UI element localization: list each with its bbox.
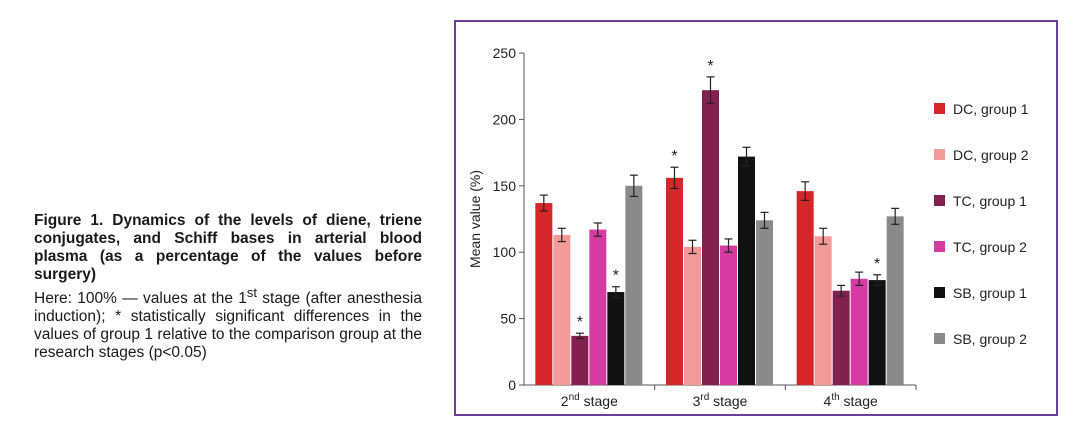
bar-chart: 0 50 100 150 200 250 Mean value (%) * * 2nd stage… (467, 45, 1029, 409)
bar (702, 90, 719, 386)
x-category-label: 2nd stage (561, 392, 618, 409)
bar (571, 335, 589, 385)
legend-swatch (934, 241, 945, 252)
legend-label: SB, group 2 (953, 331, 1027, 347)
bar (832, 290, 850, 385)
bar (666, 177, 683, 385)
figure-caption: Figure 1. Dynamics of the levels of dien… (34, 212, 422, 362)
figure-title: Figure 1. Dynamics of the levels of dien… (34, 212, 422, 283)
legend-swatch (934, 103, 945, 114)
y-tick-label: 0 (508, 377, 516, 393)
bar (814, 236, 832, 385)
significance-asterisk: * (613, 268, 619, 285)
y-tick-label: 50 (500, 311, 516, 327)
bar (553, 234, 571, 385)
category-word: stage (709, 393, 747, 409)
category-number: 2 (561, 393, 569, 409)
category-superscript: rd (700, 392, 709, 403)
legend-label: TC, group 1 (953, 193, 1027, 209)
y-tick-label: 200 (493, 111, 517, 127)
bar (796, 191, 814, 385)
bar (886, 216, 904, 385)
figure-note: Here: 100% — values at the 1st stage (af… (34, 284, 422, 362)
category-word: stage (580, 393, 618, 409)
y-tick-label: 100 (493, 244, 517, 260)
x-category-label: 4th stage (824, 392, 878, 409)
legend-swatch (934, 333, 945, 344)
category-number: 4 (824, 393, 832, 409)
bar (868, 280, 886, 385)
legend-label: TC, group 2 (953, 239, 1027, 255)
note-rest: stage (after anesthesia induction); * st… (34, 290, 422, 362)
note-superscript: st (246, 285, 257, 300)
significance-asterisk: * (577, 314, 583, 331)
category-superscript: nd (569, 392, 580, 403)
legend-label: DC, group 2 (953, 147, 1029, 163)
x-category-label: 3rd stage (693, 392, 748, 409)
legend-swatch (934, 287, 945, 298)
significance-asterisk: * (874, 256, 880, 273)
y-axis-title: Mean value (%) (467, 170, 483, 268)
bar (589, 229, 607, 385)
legend-label: DC, group 1 (953, 101, 1029, 117)
category-number: 3 (693, 393, 701, 409)
significance-asterisk: * (707, 58, 713, 75)
bar (720, 245, 737, 385)
significance-asterisk: * (671, 148, 677, 165)
legend-swatch (934, 149, 945, 160)
bar (607, 292, 625, 385)
bar (625, 185, 643, 385)
bar (850, 278, 868, 385)
legend-swatch (934, 195, 945, 206)
bar (535, 203, 553, 385)
bar (756, 220, 773, 385)
y-tick-label: 150 (493, 178, 517, 194)
category-superscript: th (831, 392, 839, 403)
bar (684, 246, 701, 385)
bar (738, 156, 755, 385)
chart-frame: 0 50 100 150 200 250 Mean value (%) * * 2nd stage… (454, 20, 1058, 416)
y-tick-label: 250 (493, 45, 517, 61)
legend-label: SB, group 1 (953, 285, 1027, 301)
category-word: stage (840, 393, 878, 409)
note-prefix: Here: 100% — values at the 1 (34, 290, 247, 308)
